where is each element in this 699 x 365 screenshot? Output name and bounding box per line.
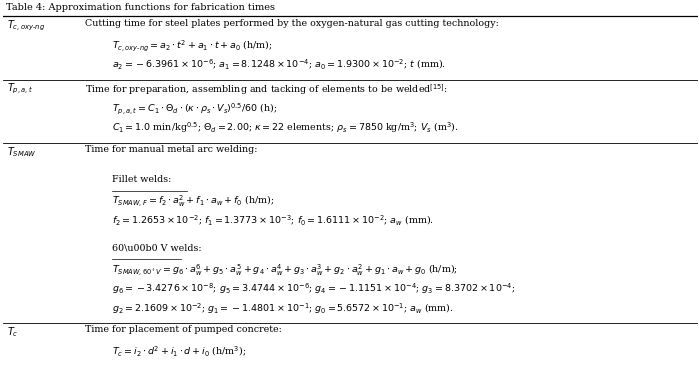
Text: $T_{SMAW,F} = f_2 \cdot a_w^2 + f_1 \cdot a_w + f_0$ (h/m);: $T_{SMAW,F} = f_2 \cdot a_w^2 + f_1 \cdo… — [112, 194, 274, 209]
Text: $T_{c,oxy\text{-}ng}$: $T_{c,oxy\text{-}ng}$ — [7, 19, 45, 33]
Text: 60\u00b0 V welds:: 60\u00b0 V welds: — [112, 243, 201, 252]
Text: $T_{SMAW,60^\circ V} = g_6 \cdot a_w^6 + g_5 \cdot a_w^5 + g_4 \cdot a_w^4 + g_3: $T_{SMAW,60^\circ V} = g_6 \cdot a_w^6 +… — [112, 262, 458, 277]
Text: Time for manual metal arc welding:: Time for manual metal arc welding: — [85, 145, 258, 154]
Text: $T_c = i_2 \cdot d^2 + i_1 \cdot d + i_0$ (h/m$^3$);: $T_c = i_2 \cdot d^2 + i_1 \cdot d + i_0… — [112, 345, 246, 358]
Text: $a_2 = -6.3961 \times 10^{-6}$; $a_1 = 8.1248 \times 10^{-4}$; $a_0 = 1.9300 \ti: $a_2 = -6.3961 \times 10^{-6}$; $a_1 = 8… — [112, 57, 446, 71]
Text: Table 4: Approximation functions for fabrication times: Table 4: Approximation functions for fab… — [6, 3, 275, 12]
Text: $T_{p,a,t} = C_1 \cdot \Theta_d \cdot (\kappa \cdot \rho_s \cdot V_s)^{0.5}/60$ : $T_{p,a,t} = C_1 \cdot \Theta_d \cdot (\… — [112, 101, 277, 116]
Text: Cutting time for steel plates performed by the oxygen-natural gas cutting techno: Cutting time for steel plates performed … — [85, 19, 499, 28]
Text: $f_2 = 1.2653 \times 10^{-2}$; $f_1 = 1.3773 \times 10^{-3}$; $f_0 = 1.6111 \tim: $f_2 = 1.2653 \times 10^{-2}$; $f_1 = 1.… — [112, 213, 434, 227]
Text: $C_1 = 1.0$ min/kg$^{0.5}$; $\Theta_d = 2.00$; $\kappa = 22$ elements; $\rho_s =: $C_1 = 1.0$ min/kg$^{0.5}$; $\Theta_d = … — [112, 120, 458, 135]
Text: Time for placement of pumped concrete:: Time for placement of pumped concrete: — [85, 326, 282, 334]
Text: $g_2 = 2.1609 \times 10^{-2}$; $g_1 = -1.4801 \times 10^{-1}$; $g_0 = 5.6572 \ti: $g_2 = 2.1609 \times 10^{-2}$; $g_1 = -1… — [112, 301, 454, 316]
Text: Fillet welds:: Fillet welds: — [112, 175, 171, 184]
Text: $T_{c,oxy\text{-}ng} = a_2 \cdot t^2 + a_1 \cdot t + a_0$ (h/m);: $T_{c,oxy\text{-}ng} = a_2 \cdot t^2 + a… — [112, 38, 273, 53]
Text: $i_2 = 2.4000 \times 10^{-3}$; $i_1 = -5.4000 \times 10^{-2}$; $i_0 = 9.9500 \ti: $i_2 = 2.4000 \times 10^{-3}$; $i_1 = -5… — [112, 364, 435, 365]
Text: Time for preparation, assembling and tacking of elements to be welded$^{[15]}$:: Time for preparation, assembling and tac… — [85, 82, 448, 96]
Text: $T_c$: $T_c$ — [7, 326, 19, 339]
Text: $T_{p,a,t}$: $T_{p,a,t}$ — [7, 82, 34, 96]
Text: $T_{SMAW}$: $T_{SMAW}$ — [7, 145, 37, 159]
Text: $g_6 = -3.4276 \times 10^{-8}$; $g_5 = 3.4744 \times 10^{-6}$; $g_4 = -1.1151 \t: $g_6 = -3.4276 \times 10^{-8}$; $g_5 = 3… — [112, 282, 515, 296]
